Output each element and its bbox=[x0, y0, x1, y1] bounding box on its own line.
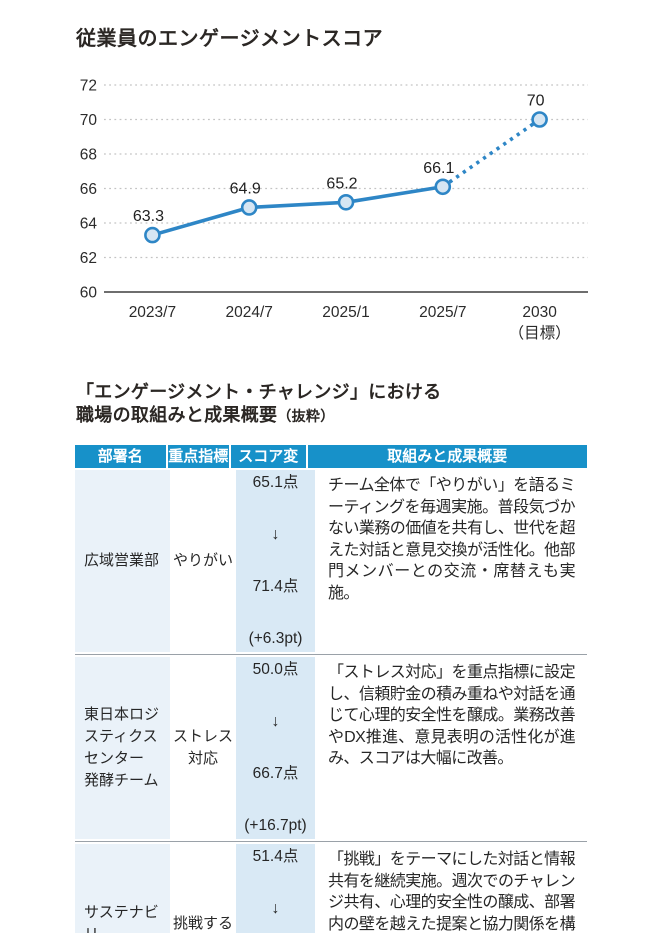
score-delta: (+16.7pt) bbox=[244, 817, 307, 834]
summary-cell: 「挑戦」をテーマにした対話と情報共有を継続実施。週次でのチャレンジ共有、心理的安… bbox=[328, 851, 576, 933]
section-heading-line2: 職場の取組みと成果概要（抜粋） bbox=[76, 405, 335, 425]
section-heading-line1: 「エンゲージメント・チャレンジ」における bbox=[76, 382, 442, 402]
section-heading: 「エンゲージメント・チャレンジ」における 職場の取組みと成果概要（抜粋） bbox=[76, 381, 441, 428]
x-tick-label: 2023/7 bbox=[129, 304, 176, 321]
point-label: 70 bbox=[527, 93, 545, 110]
data-point bbox=[337, 194, 355, 211]
header-summary: 取組みと成果概要 bbox=[387, 448, 508, 465]
engagement-chart: 60 62 64 66 68 70 72 2023/7 2024/7 2025/1 2025/7 20… bbox=[80, 78, 588, 342]
point-label: 63.3 bbox=[133, 208, 164, 225]
data-point bbox=[240, 199, 258, 216]
point-label: 64.9 bbox=[230, 180, 261, 197]
score-after: 71.4点 bbox=[252, 578, 299, 595]
y-tick-label: 70 bbox=[80, 112, 98, 129]
score-before: 50.0点 bbox=[252, 661, 299, 678]
score-change-cell: 65.1点 ↓ 71.4点 (+6.3pt) bbox=[236, 468, 315, 654]
down-arrow-icon: ↓ bbox=[271, 526, 280, 543]
y-tick-label: 68 bbox=[80, 147, 97, 164]
table-header-row: 部署名 重点指標 スコア変化 取組みと成果概要 bbox=[75, 445, 587, 488]
metric-cell: 挑戦する 風土 bbox=[172, 915, 233, 932]
y-tick-label: 64 bbox=[80, 216, 98, 233]
score-delta: (+6.3pt) bbox=[248, 630, 303, 647]
score-after: 66.7点 bbox=[252, 765, 299, 782]
data-point bbox=[144, 226, 161, 244]
data-point bbox=[434, 178, 452, 196]
table-row: 東日本ロジ スティクス センター 発酵チーム ストレス 対応 50.0点 ↓ 6… bbox=[75, 655, 587, 842]
x-tick-label: 2025/1 bbox=[322, 304, 369, 321]
department-cell: サステナビリ ティ推進部 bbox=[75, 842, 170, 933]
x-tick-label: 2030 bbox=[522, 304, 557, 321]
point-label: 65.2 bbox=[326, 175, 357, 192]
down-arrow-icon: ↓ bbox=[271, 713, 280, 730]
results-table: 部署名 重点指標 スコア変化 取組みと成果概要 広域営業部 やりがい 65.1点… bbox=[75, 445, 587, 933]
department-cell: 広域営業部 bbox=[75, 468, 170, 654]
x-tick-label: （目標） bbox=[509, 324, 571, 342]
score-before: 65.1点 bbox=[252, 474, 299, 491]
point-label: 66.1 bbox=[423, 160, 454, 177]
trend-line-dashed-to-target bbox=[441, 118, 541, 189]
header-department: 部署名 bbox=[75, 445, 168, 468]
score-change-cell: 51.4点 ↓ 67.5点 (+16.1pt) bbox=[236, 842, 315, 933]
down-arrow-icon: ↓ bbox=[271, 900, 280, 917]
x-tick-label: 2024/7 bbox=[225, 304, 272, 321]
chart-title: 従業員のエンゲージメントスコア bbox=[76, 28, 384, 50]
score-change-cell: 50.0点 ↓ 66.7点 (+16.7pt) bbox=[236, 655, 315, 841]
metric-cell: ストレス 対応 bbox=[172, 728, 233, 767]
data-point bbox=[531, 111, 548, 128]
summary-cell: 「ストレス対応」を重点指標に設定し、信頼貯金の積み重ねや対話を通じて心理的安全性… bbox=[328, 664, 576, 768]
section-heading-note: （抜粋） bbox=[277, 408, 335, 424]
table-row: サステナビリ ティ推進部 挑戦する 風土 51.4点 ↓ 67.5点 (+16.… bbox=[75, 842, 587, 933]
score-before: 51.4点 bbox=[252, 848, 299, 865]
y-tick-label: 62 bbox=[80, 250, 97, 267]
x-tick-label: 2025/7 bbox=[419, 304, 466, 321]
y-tick-label: 60 bbox=[80, 285, 98, 302]
department-cell: 東日本ロジ スティクス センター 発酵チーム bbox=[75, 655, 170, 841]
table-row: 広域営業部 やりがい 65.1点 ↓ 71.4点 (+6.3pt) チーム全体で… bbox=[75, 468, 587, 655]
trend-line-solid bbox=[151, 184, 444, 237]
metric-cell: やりがい bbox=[172, 552, 233, 569]
summary-cell: チーム全体で「やりがい」を語るミーティングを毎週実施。普段気づかない業務の価値を… bbox=[328, 477, 576, 602]
y-tick-label: 66 bbox=[80, 181, 97, 198]
header-score-change: スコア変化 bbox=[231, 445, 308, 488]
header-metric: 重点指標 bbox=[168, 445, 231, 468]
y-tick-label: 72 bbox=[80, 78, 97, 95]
